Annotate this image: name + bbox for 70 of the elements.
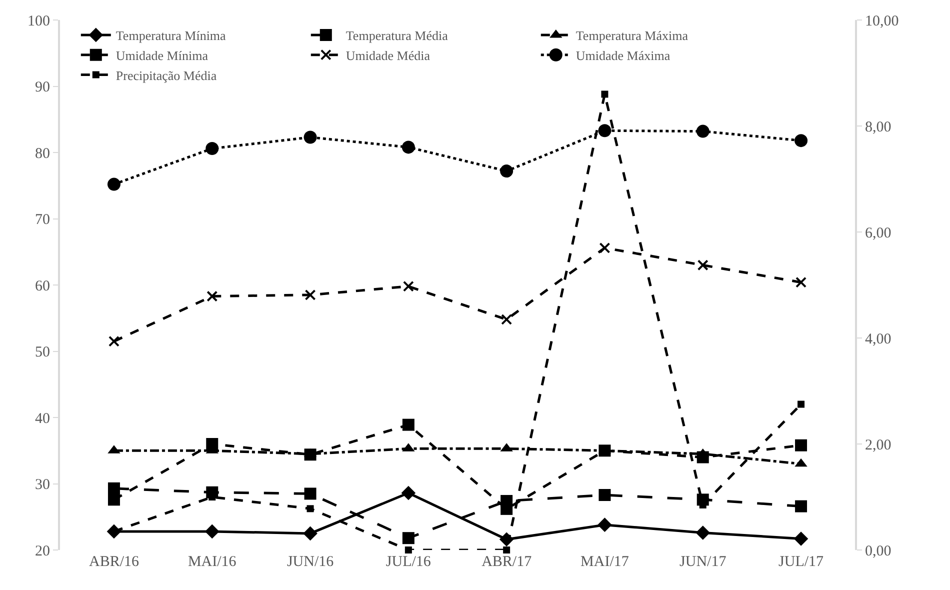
- x-tick-label: ABR/16: [88, 554, 140, 570]
- legend-label: Umidade Máxima: [576, 48, 670, 63]
- point: [598, 444, 611, 457]
- point: [401, 486, 416, 500]
- x-tick-label: ABR/17: [482, 554, 532, 570]
- x-tick-label: MAI/16: [188, 554, 237, 570]
- point: [108, 482, 120, 494]
- point: [794, 134, 808, 148]
- point: [601, 90, 608, 98]
- y-tick-label: 20: [35, 543, 50, 560]
- point: [796, 276, 807, 288]
- x-tick-label: JUN/17: [680, 554, 727, 570]
- y2-tick-label: 0,00: [865, 543, 892, 560]
- point: [306, 505, 314, 512]
- y-tick-label: 70: [35, 212, 50, 228]
- x-tick-label: JUL/16: [386, 554, 432, 570]
- point: [107, 178, 120, 191]
- point: [206, 438, 218, 450]
- point: [204, 524, 220, 539]
- point: [696, 526, 710, 540]
- legend-label: Umidade Mínima: [116, 48, 208, 63]
- y-tick-label: 90: [35, 80, 50, 96]
- y-tick-label: 60: [35, 278, 50, 294]
- x-tick-label: JUL/17: [778, 554, 824, 570]
- y2-tick-label: 2,00: [865, 437, 892, 454]
- x-tick-label: MAI/17: [580, 554, 630, 570]
- y-tick-label: 30: [35, 477, 50, 493]
- point: [598, 518, 612, 532]
- point: [795, 500, 808, 512]
- point: [500, 502, 513, 515]
- y-tick-label: 80: [35, 146, 50, 162]
- point: [402, 532, 414, 544]
- y-tick-label: 100: [28, 13, 50, 30]
- point: [501, 314, 512, 325]
- legend-label: Temperatura Média: [346, 28, 448, 44]
- y2-tick-label: 10,00: [865, 13, 899, 30]
- point: [798, 400, 805, 408]
- y-tick-label: 50: [35, 344, 50, 360]
- point: [303, 526, 318, 541]
- point: [697, 260, 708, 271]
- point: [598, 489, 611, 502]
- y2-tick-label: 8,00: [865, 119, 892, 136]
- point: [304, 289, 316, 300]
- legend-label: Umidade Média: [346, 48, 430, 63]
- point: [206, 142, 219, 156]
- point: [404, 546, 412, 554]
- legend-label: Precipitação Média: [116, 68, 217, 83]
- y2-tick-label: 4,00: [865, 331, 892, 348]
- point: [304, 488, 316, 500]
- point: [794, 532, 808, 546]
- point: [598, 124, 612, 138]
- point: [402, 418, 414, 431]
- point: [696, 451, 709, 464]
- legend-label: Temperatura Máxima: [576, 28, 688, 44]
- point: [304, 448, 316, 461]
- point: [304, 130, 317, 144]
- x-tick-label: JUN/16: [286, 554, 334, 570]
- legend-label: Temperatura Mínima: [116, 28, 226, 44]
- point: [500, 164, 514, 178]
- point: [503, 546, 510, 554]
- point: [599, 242, 610, 254]
- point: [206, 290, 218, 302]
- point: [795, 439, 808, 452]
- point: [402, 280, 414, 292]
- y-tick-label: 40: [35, 410, 50, 427]
- y2-tick-label: 6,00: [865, 225, 892, 242]
- point: [108, 336, 120, 347]
- point: [402, 140, 415, 154]
- point: [108, 494, 120, 506]
- point: [696, 124, 710, 138]
